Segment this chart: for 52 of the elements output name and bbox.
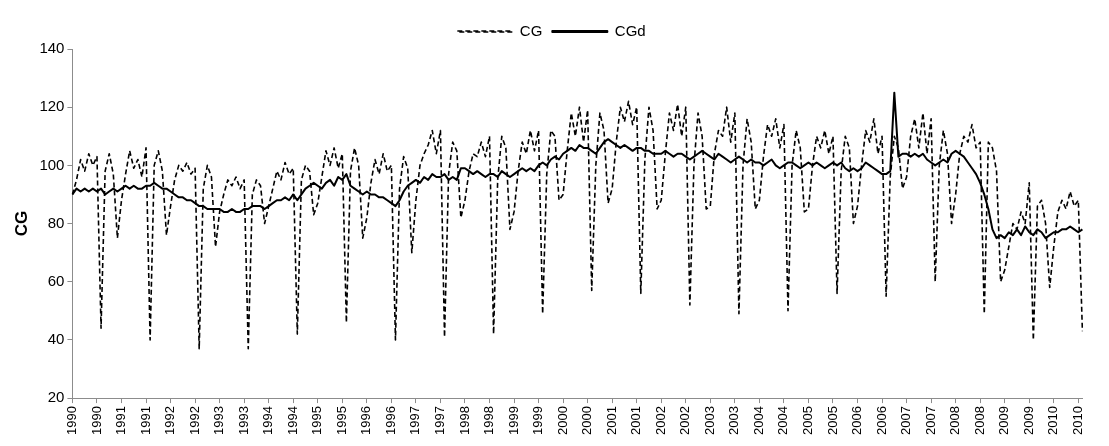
x-tick-label: 2006	[849, 406, 865, 435]
x-tick-label: 1995	[333, 406, 349, 435]
x-tick-label: 2005	[800, 406, 816, 435]
x-tick-label: 2005	[824, 406, 840, 435]
x-tick-label: 2010	[1045, 406, 1061, 435]
y-tick-label: 120	[39, 97, 65, 115]
x-tick-label: 1999	[505, 406, 521, 435]
x-tick-label: 1992	[162, 406, 178, 435]
x-tick-label: 1992	[186, 406, 202, 435]
legend-label: CG	[519, 21, 543, 39]
x-tick-label: 2003	[726, 406, 742, 435]
x-tick-label: 2002	[652, 406, 668, 435]
x-tick-label: 2008	[947, 406, 963, 435]
x-tick-label: 1996	[358, 406, 374, 435]
x-tick-label: 2004	[750, 406, 766, 435]
y-tick-label: 60	[47, 271, 65, 289]
x-tick-label: 1990	[88, 406, 104, 435]
y-tick-label: 100	[39, 155, 65, 173]
x-tick-label: 2006	[873, 406, 889, 435]
x-tick-label: 1991	[137, 406, 153, 435]
x-tick-label: 2001	[628, 406, 644, 435]
x-tick-label: 1998	[456, 406, 472, 435]
x-tick-label: 2007	[898, 406, 914, 435]
x-tick-label: 2007	[922, 406, 938, 435]
x-tick-label: 1998	[481, 406, 497, 435]
x-tick-label: 2008	[971, 406, 987, 435]
x-tick-label: 2009	[996, 406, 1012, 435]
legend-label: CGd	[614, 21, 646, 39]
y-axis-title: CG	[11, 210, 31, 237]
x-tick-label: 1997	[407, 406, 423, 435]
x-tick-label: 1997	[432, 406, 448, 435]
y-tick-label: 20	[47, 388, 65, 406]
x-tick-label: 2002	[677, 406, 693, 435]
x-tick-label: 2000	[579, 406, 595, 435]
y-tick-label: 80	[47, 213, 65, 231]
x-tick-label: 2009	[1020, 406, 1036, 435]
x-tick-label: 1991	[113, 406, 129, 435]
x-tick-label: 2003	[701, 406, 717, 435]
x-tick-label: 2004	[775, 406, 791, 435]
x-tick-label: 1993	[235, 406, 251, 435]
x-tick-label: 2000	[554, 406, 570, 435]
x-tick-label: 1999	[530, 406, 546, 435]
x-tick-label: 1990	[64, 406, 79, 435]
y-tick-label: 140	[39, 39, 65, 57]
y-tick-label: 40	[47, 330, 65, 348]
x-tick-label: 1995	[309, 406, 325, 435]
x-tick-label: 2001	[603, 406, 619, 435]
x-tick-label: 1993	[211, 406, 227, 435]
x-tick-label: 2010	[1069, 406, 1085, 435]
x-tick-label: 1994	[260, 406, 276, 435]
x-tick-label: 1994	[284, 406, 300, 435]
x-tick-label: 1996	[382, 406, 398, 435]
